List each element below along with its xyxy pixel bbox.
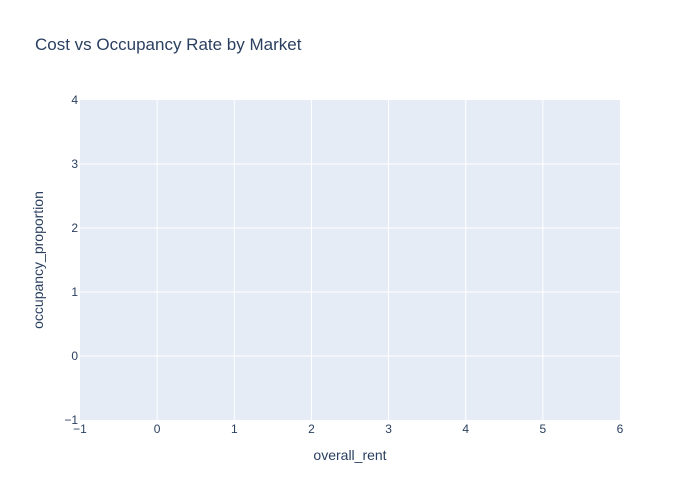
y-axis-ticks: −1 0 1 2 3 4 — [64, 93, 78, 427]
y-tick-label: 3 — [71, 157, 78, 171]
x-gridlines — [156, 100, 544, 420]
x-axis-title: overall_rent — [313, 447, 386, 463]
y-tick-label: 0 — [71, 349, 78, 363]
x-tick-label: 2 — [308, 422, 315, 436]
x-tick-label: 1 — [231, 422, 238, 436]
y-tick-label: 4 — [71, 93, 78, 107]
x-tick-label: 5 — [540, 422, 547, 436]
chart-title: Cost vs Occupancy Rate by Market — [35, 35, 302, 54]
x-tick-label: 0 — [154, 422, 161, 436]
y-gridlines — [80, 163, 620, 357]
y-tick-label: −1 — [64, 413, 78, 427]
plot-area — [80, 100, 620, 420]
x-tick-label: 4 — [462, 422, 469, 436]
x-tick-label: 3 — [385, 422, 392, 436]
y-axis-title: occupancy_proportion — [30, 191, 46, 329]
x-tick-label: 6 — [617, 422, 624, 436]
x-axis-ticks: −1 0 1 2 3 4 5 6 — [73, 422, 624, 436]
y-tick-label: 1 — [71, 285, 78, 299]
x-tick-label: −1 — [73, 422, 87, 436]
y-tick-label: 2 — [71, 221, 78, 235]
